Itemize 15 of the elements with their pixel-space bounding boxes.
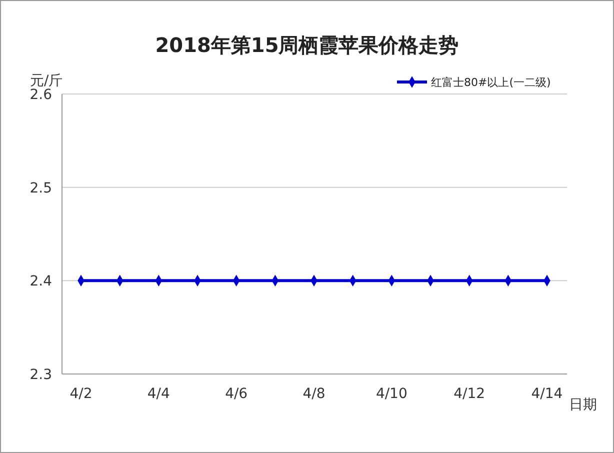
x-tick-label: 4/12 [454, 386, 486, 402]
chart-title: 2018年第15周栖霞苹果价格走势 [155, 33, 459, 57]
x-tick-label: 4/6 [225, 386, 248, 402]
x-tick-label: 4/4 [147, 386, 170, 402]
x-tick-label: 4/14 [531, 386, 563, 402]
y-tick-label: 2.4 [30, 274, 52, 290]
y-tick-label: 2.5 [30, 180, 52, 196]
x-tick-label: 4/10 [376, 386, 408, 402]
y-tick-label: 2.6 [30, 87, 52, 103]
x-axis-title: 日期 [569, 397, 597, 413]
legend-label: 红富士80#以上(一二级) [431, 76, 551, 89]
y-axis-title: 元/斤 [30, 73, 63, 89]
x-tick-label: 4/2 [70, 386, 92, 402]
y-tick-label: 2.3 [30, 367, 52, 383]
x-tick-label: 4/8 [302, 386, 326, 402]
